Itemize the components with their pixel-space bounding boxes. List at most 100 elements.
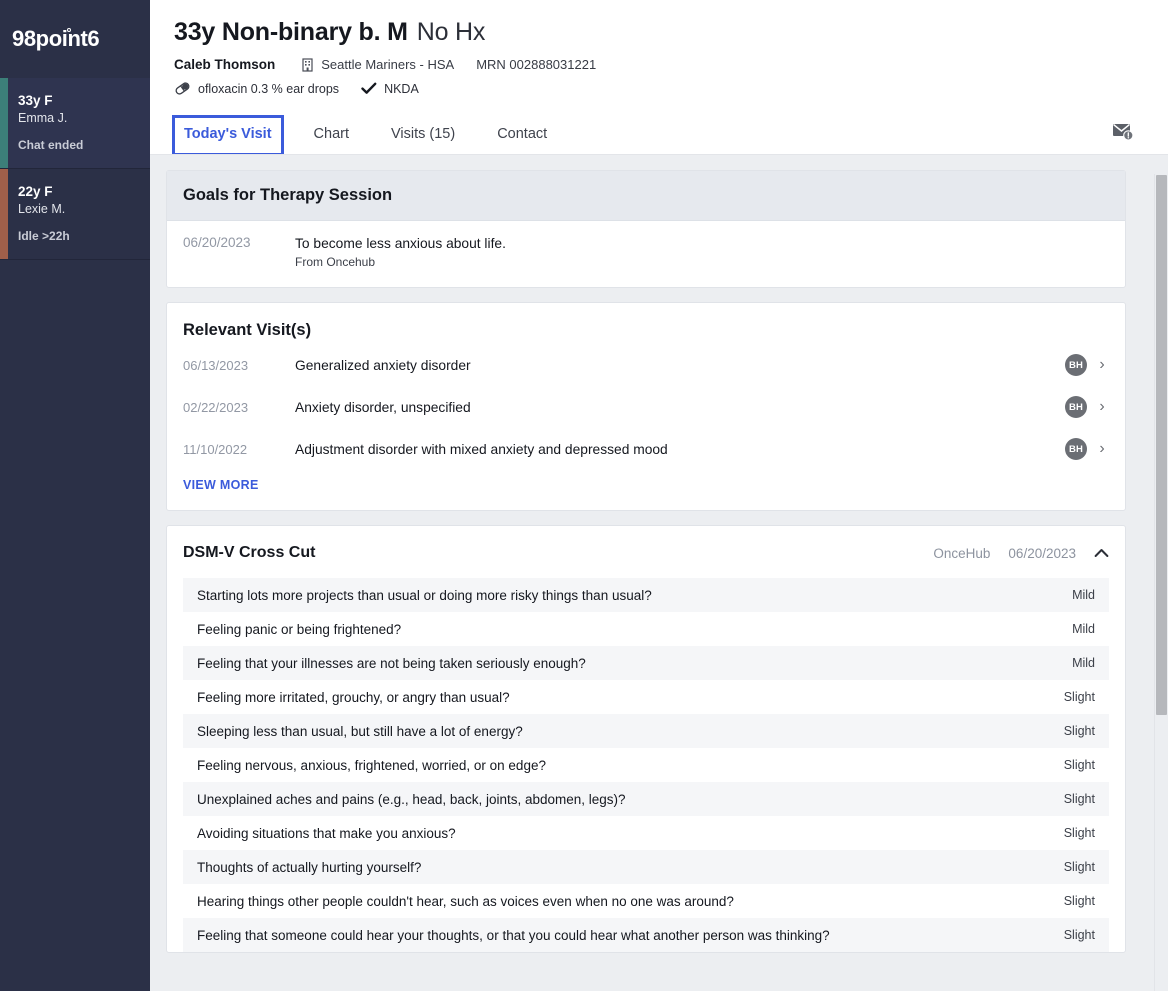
relevant-visits-header: Relevant Visit(s) — [167, 303, 1125, 344]
dsm-question-text: Avoiding situations that make you anxiou… — [197, 825, 456, 841]
mail-alert-button[interactable] — [1112, 122, 1144, 154]
scrollbar-thumb[interactable] — [1156, 175, 1167, 715]
medication: ofloxacin 0.3 % ear drops — [174, 81, 339, 96]
patient-age-sex: 33y F — [18, 93, 53, 108]
dsm-question-severity: Slight — [1063, 826, 1095, 840]
patient-meta-row-2: ofloxacin 0.3 % ear drops NKDA — [174, 81, 1144, 96]
organization-label: Seattle Mariners - HSA — [321, 57, 455, 72]
goals-rows: 06/20/2023 To become less anxious about l… — [167, 221, 1125, 287]
goal-row: 06/20/2023 To become less anxious about l… — [167, 221, 1125, 287]
sidebar: 98point6 33y F Emma J. Chat ended 22y F Lexi… — [0, 0, 150, 991]
relevant-visits-rows: 06/13/2023 Generalized anxiety disorder BH… — [167, 344, 1125, 470]
goal-date: 06/20/2023 — [183, 235, 251, 250]
vertical-scrollbar[interactable] — [1154, 174, 1168, 991]
relevant-visits-title: Relevant Visit(s) — [183, 321, 312, 339]
mrn-label: MRN 002888031221 — [476, 57, 597, 72]
organization: Seattle Mariners - HSA — [301, 57, 454, 72]
dsm-question-text: Unexplained aches and pains (e.g., head,… — [197, 791, 626, 807]
tab-today-s-visit[interactable]: Today's Visit — [172, 115, 284, 156]
dsm-question-row: Feeling more irritated, grouchy, or angr… — [183, 680, 1109, 714]
dsm-question-text: Feeling more irritated, grouchy, or angr… — [197, 689, 510, 705]
visit-diagnosis: Generalized anxiety disorder — [295, 357, 471, 373]
avatar: BH — [1065, 396, 1087, 418]
content-scroll-area[interactable]: Goals for Therapy Session 06/20/2023 To b… — [150, 154, 1168, 991]
dsm-header-right: OnceHub 06/20/2023 — [933, 546, 1109, 561]
chevron-up-icon[interactable] — [1094, 546, 1109, 560]
dsm-question-severity: Mild — [1072, 622, 1095, 636]
patient-status: Idle >22h — [18, 229, 70, 243]
page-title-main: 33y Non-binary b. M — [174, 18, 408, 46]
check-icon — [361, 82, 377, 95]
sidebar-patient-card[interactable]: 33y F Emma J. Chat ended — [0, 78, 150, 169]
patient-age-sex: 22y F — [18, 184, 53, 199]
relevant-visit-row[interactable]: 02/22/2023 Anxiety disorder, unspecified B… — [167, 386, 1125, 428]
dsm-question-severity: Slight — [1063, 724, 1095, 738]
tab-contact[interactable]: Contact — [487, 117, 557, 154]
medication-label: ofloxacin 0.3 % ear drops — [198, 81, 340, 96]
dsm-question-row: Sleeping less than usual, but still have… — [183, 714, 1109, 748]
dsm-source: OnceHub — [933, 545, 991, 561]
dsm-question-row: Hearing things other people couldn't hea… — [183, 884, 1109, 918]
dsm-question-text: Feeling that someone could hear your tho… — [197, 927, 830, 943]
relevant-visit-row[interactable]: 06/13/2023 Generalized anxiety disorder BH… — [167, 344, 1125, 386]
dsm-question-text: Feeling panic or being frightened? — [197, 621, 402, 637]
content-top-divider — [150, 154, 1168, 155]
view-more-button[interactable]: VIEW MORE — [183, 478, 259, 492]
dsm-question-row: Unexplained aches and pains (e.g., head,… — [183, 782, 1109, 816]
dsm-question-text: Thoughts of actually hurting yourself? — [197, 859, 422, 875]
main-panel: 33y Non-binary b. M No Hx Caleb Thomson … — [150, 0, 1168, 991]
dsm-question-row: Feeling panic or being frightened? Mild — [183, 612, 1109, 646]
dsm-question-severity: Slight — [1063, 690, 1095, 704]
patient-accent-bar — [0, 169, 8, 259]
avatar: BH — [1065, 354, 1087, 376]
dsm-question-severity: Slight — [1063, 792, 1095, 806]
dsm-question-row: Avoiding situations that make you anxiou… — [183, 816, 1109, 850]
visit-diagnosis: Adjustment disorder with mixed anxiety a… — [295, 441, 668, 457]
goal-text: To become less anxious about life. — [295, 236, 506, 251]
patient-name: Lexie M. — [18, 202, 66, 216]
building-icon — [301, 57, 314, 72]
dsm-question-severity: Mild — [1072, 588, 1095, 602]
visit-date: 11/10/2022 — [183, 441, 248, 457]
chevron-right-icon[interactable]: › — [1099, 398, 1105, 415]
dsm-title: DSM-V Cross Cut — [183, 544, 316, 561]
dsm-question-text: Feeling that your illnesses are not bein… — [197, 655, 586, 671]
tab-visits-15[interactable]: Visits (15) — [381, 117, 465, 154]
tab-chart[interactable]: Chart — [304, 117, 359, 154]
dsm-question-row: Starting lots more projects than usual o… — [183, 578, 1109, 612]
dsm-question-row: Thoughts of actually hurting yourself? Sl… — [183, 850, 1109, 884]
pill-icon — [174, 81, 191, 96]
dsm-question-severity: Slight — [1063, 894, 1095, 908]
goal-source: From Oncehub — [295, 255, 376, 269]
brand-dot-accent — [67, 28, 71, 32]
chevron-right-icon[interactable]: › — [1099, 440, 1105, 457]
dsm-question-row: Feeling nervous, anxious, frightened, wo… — [183, 748, 1109, 782]
allergy: NKDA — [361, 82, 419, 96]
goal-body: To become less anxious about life. From O… — [295, 235, 506, 269]
dsm-question-row: Feeling that someone could hear your tho… — [183, 918, 1109, 952]
page-title: 33y Non-binary b. M No Hx — [174, 18, 1144, 47]
dsm-question-severity: Slight — [1063, 758, 1095, 772]
brand-logo: 98point6 — [0, 0, 150, 78]
sidebar-patient-card[interactable]: 22y F Lexie M. Idle >22h — [0, 169, 150, 260]
visit-date: 02/22/2023 — [183, 399, 249, 415]
dsm-question-severity: Mild — [1072, 656, 1095, 670]
dsm-question-severity: Slight — [1063, 928, 1095, 942]
patient-header: 33y Non-binary b. M No Hx Caleb Thomson … — [150, 0, 1168, 156]
goals-title: Goals for Therapy Session — [183, 186, 393, 204]
avatar: BH — [1065, 438, 1087, 460]
tab-bar: Today's Visit Chart Visits (15) Contact — [172, 110, 1144, 156]
dsm-question-row: Feeling that your illnesses are not bein… — [183, 646, 1109, 680]
sidebar-patient-list: 33y F Emma J. Chat ended 22y F Lexie M. Idle … — [0, 78, 150, 260]
dsm-date: 06/20/2023 — [1008, 545, 1076, 561]
provider-name: Caleb Thomson — [174, 57, 276, 72]
mail-alert-icon[interactable] — [1112, 122, 1134, 141]
visit-date: 06/13/2023 — [183, 357, 249, 373]
chevron-right-icon[interactable]: › — [1099, 356, 1105, 373]
goals-card-header: Goals for Therapy Session — [167, 171, 1125, 221]
relevant-visit-row[interactable]: 11/10/2022 Adjustment disorder with mixed… — [167, 428, 1125, 470]
goals-card: Goals for Therapy Session 06/20/2023 To b… — [166, 170, 1126, 288]
visit-diagnosis: Anxiety disorder, unspecified — [295, 399, 471, 415]
dsm-question-text: Hearing things other people couldn't hea… — [197, 893, 734, 909]
page-title-sub: No Hx — [416, 18, 486, 46]
